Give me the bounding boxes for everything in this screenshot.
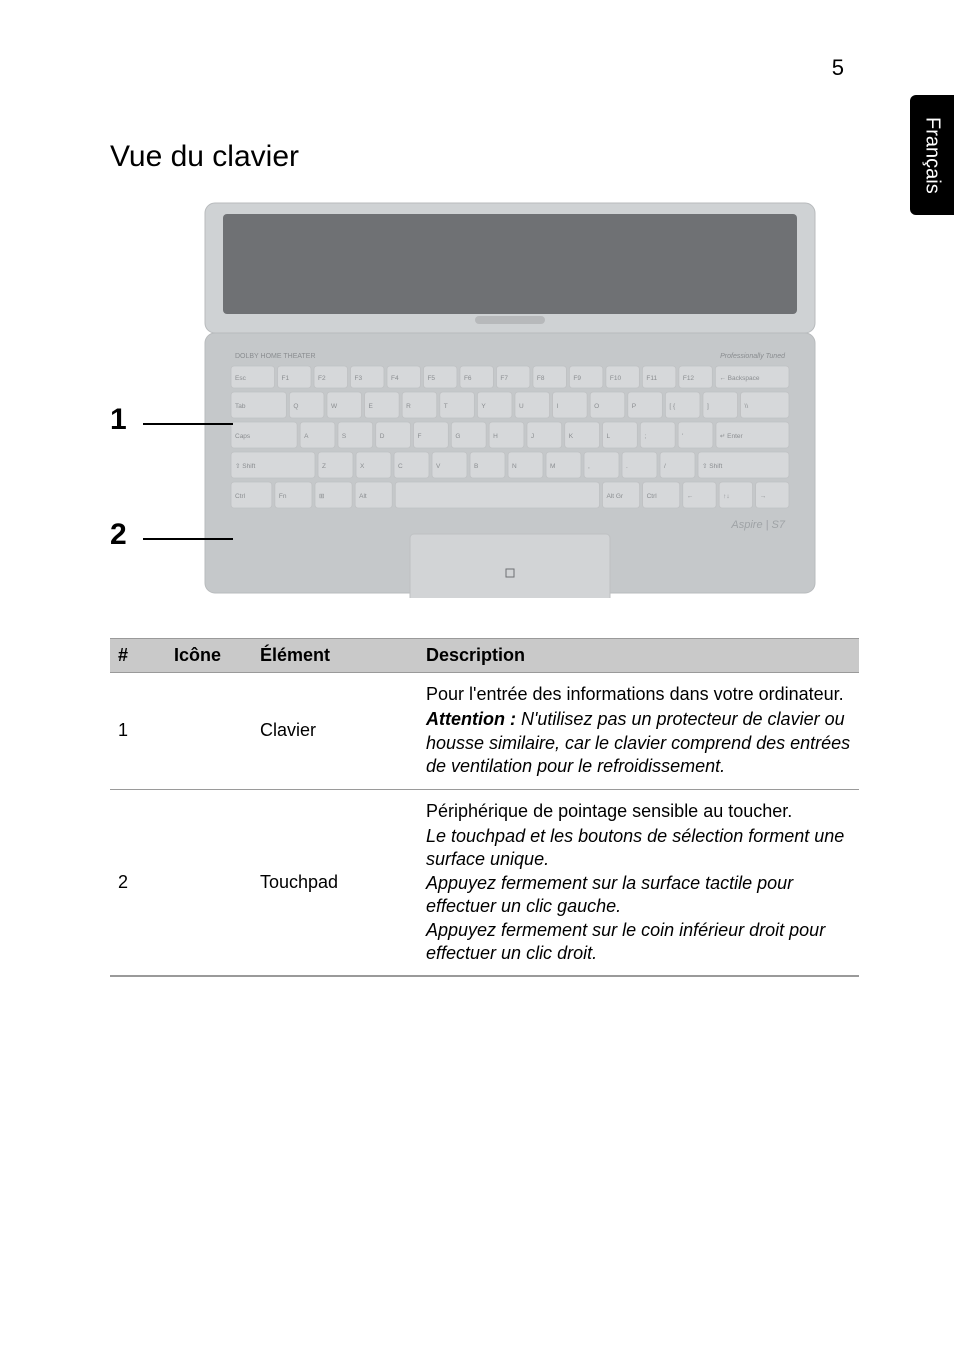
svg-text:F: F [418,433,422,440]
language-tab: Français [910,95,954,215]
svg-text:L: L [607,433,611,440]
svg-text:/: / [664,463,666,470]
svg-text:U: U [519,403,524,410]
row2-desc-it3: Appuyez fermement sur le coin inférieur … [426,919,851,966]
svg-text:F6: F6 [464,375,472,382]
svg-text:Z: Z [322,463,326,470]
svg-text:Alt: Alt [359,493,367,500]
svg-text:⇧ Shift: ⇧ Shift [702,462,722,470]
svg-text:F10: F10 [610,375,622,382]
svg-text:W: W [331,403,338,410]
svg-text:Fn: Fn [279,493,287,500]
svg-text:B: B [474,463,478,470]
svg-text:Caps: Caps [235,433,251,440]
row1-attn-label: Attention : [426,709,516,729]
svg-text:F11: F11 [646,375,657,382]
svg-text:T: T [444,403,448,410]
svg-text:DOLBY HOME THEATER: DOLBY HOME THEATER [235,353,316,360]
th-elem: Élément [252,639,418,673]
svg-text:← Backspace: ← Backspace [719,375,759,382]
row2-desc-it2: Appuyez fermement sur la surface tactile… [426,872,851,919]
svg-text:,: , [588,463,590,470]
svg-text:H: H [493,433,498,440]
svg-text:I: I [557,403,559,410]
svg-text:F9: F9 [573,375,581,382]
svg-text:M: M [550,463,555,470]
svg-text:;: ; [644,433,646,440]
svg-text:J: J [531,433,534,440]
row2-icon [166,789,252,976]
svg-text:F4: F4 [391,375,399,382]
svg-text:Ctrl: Ctrl [235,493,246,500]
page-number: 5 [832,55,844,81]
svg-text:N: N [512,463,517,470]
svg-text:↑↓: ↑↓ [723,493,730,500]
svg-text:⇧ Shift: ⇧ Shift [235,462,255,470]
callout-2: 2 [110,518,127,552]
svg-text:F1: F1 [282,375,290,382]
svg-text:]: ] [707,403,709,410]
th-icon: Icône [166,639,252,673]
svg-text:': ' [682,433,683,440]
row1-num: 1 [110,673,166,790]
svg-text:F8: F8 [537,375,545,382]
callout-1: 1 [110,403,127,437]
svg-text:P: P [632,403,636,410]
svg-text:Ctrl: Ctrl [647,493,658,500]
row1-desc-plain: Pour l'entrée des informations dans votr… [426,683,851,706]
svg-text:G: G [455,433,460,440]
section-title: Vue du clavier [110,140,859,174]
keyboard-figure: DOLBY HOME THEATER Professionally Tuned Es… [195,198,825,598]
svg-text:K: K [569,433,574,440]
svg-text:F7: F7 [500,375,508,382]
svg-text:S: S [342,433,347,440]
svg-text:F3: F3 [354,375,362,382]
svg-text:F5: F5 [427,375,435,382]
svg-text:Y: Y [481,403,486,410]
row2-elem: Touchpad [252,789,418,976]
svg-text:\\: \\ [745,403,749,410]
svg-text:⊞: ⊞ [319,493,325,500]
svg-text:O: O [594,403,599,410]
svg-text:.: . [626,463,628,470]
svg-text:X: X [360,463,365,470]
row1-icon [166,673,252,790]
svg-text:Q: Q [293,403,298,410]
th-num: # [110,639,166,673]
svg-text:Alt Gr: Alt Gr [606,493,623,500]
laptop-illustration: DOLBY HOME THEATER Professionally Tuned Es… [195,198,825,598]
callout-line-1 [143,423,233,425]
svg-text:[ {: [ { [669,403,676,410]
row1-elem: Clavier [252,673,418,790]
spec-table: # Icône Élément Description 1 Clavier Po… [110,638,859,977]
svg-text:F2: F2 [318,375,326,382]
svg-text:F12: F12 [683,375,695,382]
th-desc: Description [418,639,859,673]
svg-text:A: A [304,433,309,440]
svg-text:↵ Enter: ↵ Enter [720,433,744,440]
row2-desc-plain: Périphérique de pointage sensible au tou… [426,800,851,823]
svg-text:D: D [380,433,385,440]
svg-text:E: E [369,403,374,410]
row2-desc-it1: Le touchpad et les boutons de sélection … [426,825,851,872]
svg-text:Aspire | S7: Aspire | S7 [730,519,785,531]
row1-desc: Pour l'entrée des informations dans votr… [418,673,859,790]
svg-text:Esc: Esc [235,375,247,382]
row2-num: 2 [110,789,166,976]
svg-text:Tab: Tab [235,403,246,410]
callout-line-2 [143,538,233,540]
svg-text:Professionally Tuned: Professionally Tuned [720,353,786,360]
table-row: 2 Touchpad Périphérique de pointage sens… [110,789,859,976]
svg-text:V: V [436,463,441,470]
table-row: 1 Clavier Pour l'entrée des informations… [110,673,859,790]
row2-desc: Périphérique de pointage sensible au tou… [418,789,859,976]
svg-text:→: → [760,493,767,500]
svg-text:R: R [406,403,411,410]
svg-text:C: C [398,463,403,470]
svg-text:←: ← [687,493,694,500]
